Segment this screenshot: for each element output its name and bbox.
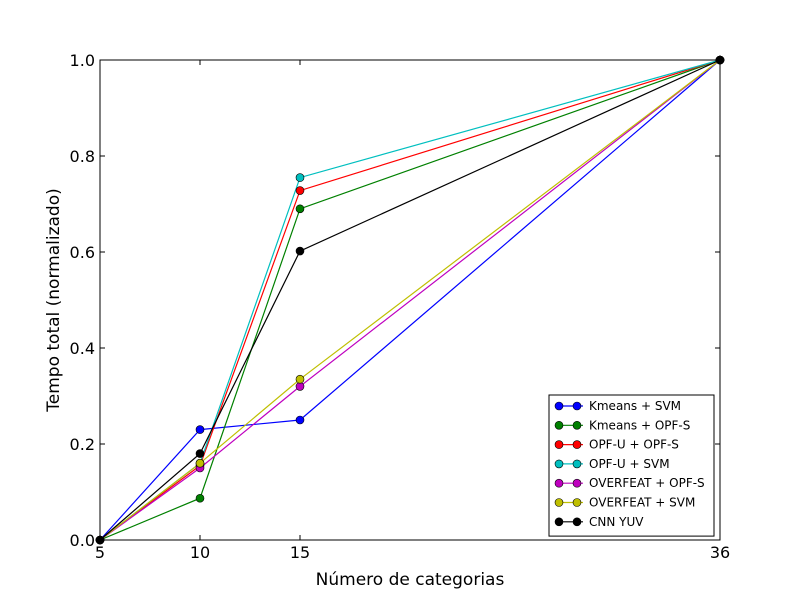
data-point — [195, 425, 205, 434]
legend-marker — [554, 401, 564, 411]
data-point — [295, 186, 305, 195]
legend-marker — [572, 401, 582, 411]
legend-label: Kmeans + OPF-S — [589, 418, 690, 432]
series-line-0 — [99, 59, 721, 541]
data-point — [195, 449, 205, 458]
y-tick-label: 1.0 — [70, 51, 95, 70]
legend-label: OVERFEAT + SVM — [589, 496, 695, 510]
x-tick-label: 36 — [710, 543, 730, 562]
legend-marker — [554, 440, 564, 449]
legend-marker — [554, 459, 564, 469]
legend-label: OVERFEAT + OPF-S — [589, 476, 705, 490]
data-point — [195, 458, 205, 468]
legend-label: Kmeans + SVM — [589, 399, 681, 413]
y-tick-label: 0.0 — [70, 531, 95, 550]
x-tick-label: 5 — [95, 543, 105, 562]
legend-marker — [572, 459, 582, 469]
data-point — [295, 382, 305, 391]
legend-marker — [572, 478, 582, 488]
series-line-2 — [99, 59, 721, 541]
legend-marker — [554, 498, 564, 507]
series-line-4 — [99, 59, 721, 541]
x-tick-label: 15 — [290, 543, 310, 562]
legend-marker — [572, 440, 582, 449]
legend-marker — [554, 478, 564, 488]
axis-ticks: 5 10 15 36 0.0 0.2 0.4 0.6 0.8 1.0 — [70, 51, 731, 562]
x-tick-label: 10 — [190, 543, 210, 562]
series-lines — [99, 59, 721, 541]
y-tick-label: 0.8 — [70, 147, 95, 166]
legend-marker — [554, 420, 564, 430]
data-point — [195, 493, 205, 503]
legend-marker — [554, 517, 564, 527]
data-point — [295, 415, 305, 425]
y-tick-label: 0.4 — [70, 339, 95, 358]
legend-label: CNN YUV — [589, 515, 644, 529]
y-tick-label: 0.6 — [70, 243, 95, 262]
y-tick-label: 0.2 — [70, 435, 95, 454]
y-axis-label: Tempo total (normalizado) — [44, 188, 64, 412]
x-axis-label: Número de categorias — [316, 570, 505, 590]
legend-marker — [572, 498, 582, 507]
legend-label: OPF-U + OPF-S — [589, 438, 679, 452]
legend-marker — [572, 420, 582, 430]
legend-marker — [572, 517, 582, 527]
legend: Kmeans + SVM Kmeans + OPF-S OPF-U + OPF-S O… — [548, 394, 715, 537]
data-point — [295, 173, 305, 182]
data-point — [295, 374, 305, 384]
series-line-6 — [99, 59, 721, 541]
data-point — [295, 246, 305, 256]
series-line-5 — [99, 59, 721, 541]
plot-frame — [99, 59, 721, 541]
data-point — [295, 204, 305, 214]
legend-label: OPF-U + SVM — [589, 457, 670, 471]
